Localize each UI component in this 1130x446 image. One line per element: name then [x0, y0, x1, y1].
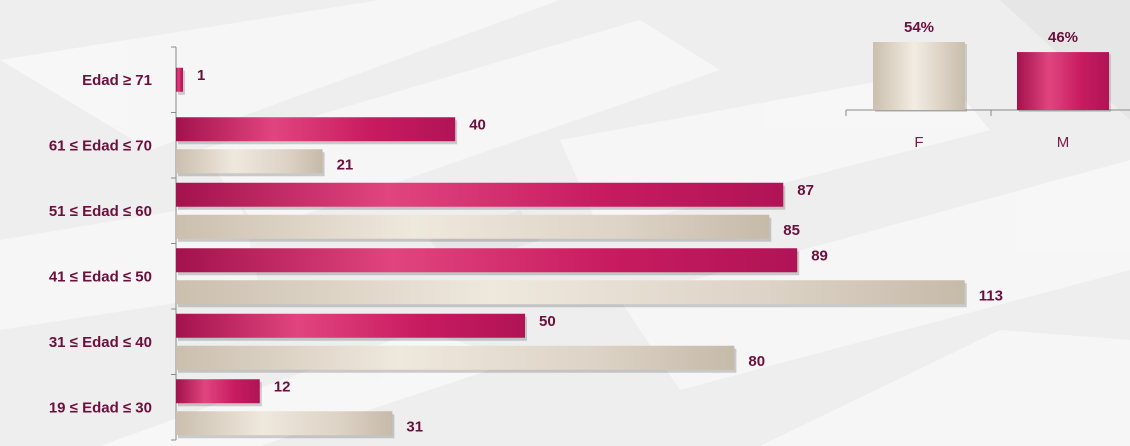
- bar-value-label: 89: [811, 247, 828, 264]
- bar-value-label: 12: [274, 378, 291, 395]
- category-label: 41 ≤ Edad ≤ 50: [49, 268, 152, 285]
- bar-series-1: [176, 67, 183, 92]
- bar-value-label: 80: [748, 353, 765, 370]
- bar-series-1: [176, 313, 525, 338]
- bar-value-label: 85: [783, 222, 800, 239]
- bar-series-1: [176, 182, 784, 207]
- bar-f: [873, 42, 965, 110]
- inset-value-label: 54%: [904, 19, 934, 36]
- category-label: Edad ≥ 71: [82, 72, 152, 89]
- bar-series-2: [176, 214, 770, 239]
- bar-series-2: [176, 345, 735, 370]
- bar-value-label: 113: [979, 287, 1003, 304]
- bar-series-1: [176, 379, 260, 404]
- category-label: 61 ≤ Edad ≤ 70: [49, 137, 152, 154]
- inset-value-label: 46%: [1048, 29, 1078, 46]
- bar-value-label: 40: [469, 116, 486, 133]
- category-label: 51 ≤ Edad ≤ 60: [49, 203, 152, 220]
- bar-series-1: [176, 117, 456, 142]
- bar-series-2: [176, 280, 965, 305]
- bar-series-1: [176, 248, 798, 273]
- bar-value-label: 50: [539, 313, 556, 330]
- inset-category-label: F: [914, 134, 923, 151]
- bar-value-label: 31: [406, 418, 423, 435]
- inset-category-label: M: [1057, 134, 1070, 151]
- bar-series-2: [176, 149, 323, 174]
- bar-value-label: 87: [797, 182, 814, 199]
- category-label: 19 ≤ Edad ≤ 30: [49, 399, 152, 416]
- bar-series-2: [176, 411, 393, 436]
- bar-value-label: 21: [337, 156, 354, 173]
- bar-value-label: 1: [197, 67, 205, 84]
- bar-m: [1017, 52, 1109, 110]
- category-label: 31 ≤ Edad ≤ 40: [49, 334, 152, 351]
